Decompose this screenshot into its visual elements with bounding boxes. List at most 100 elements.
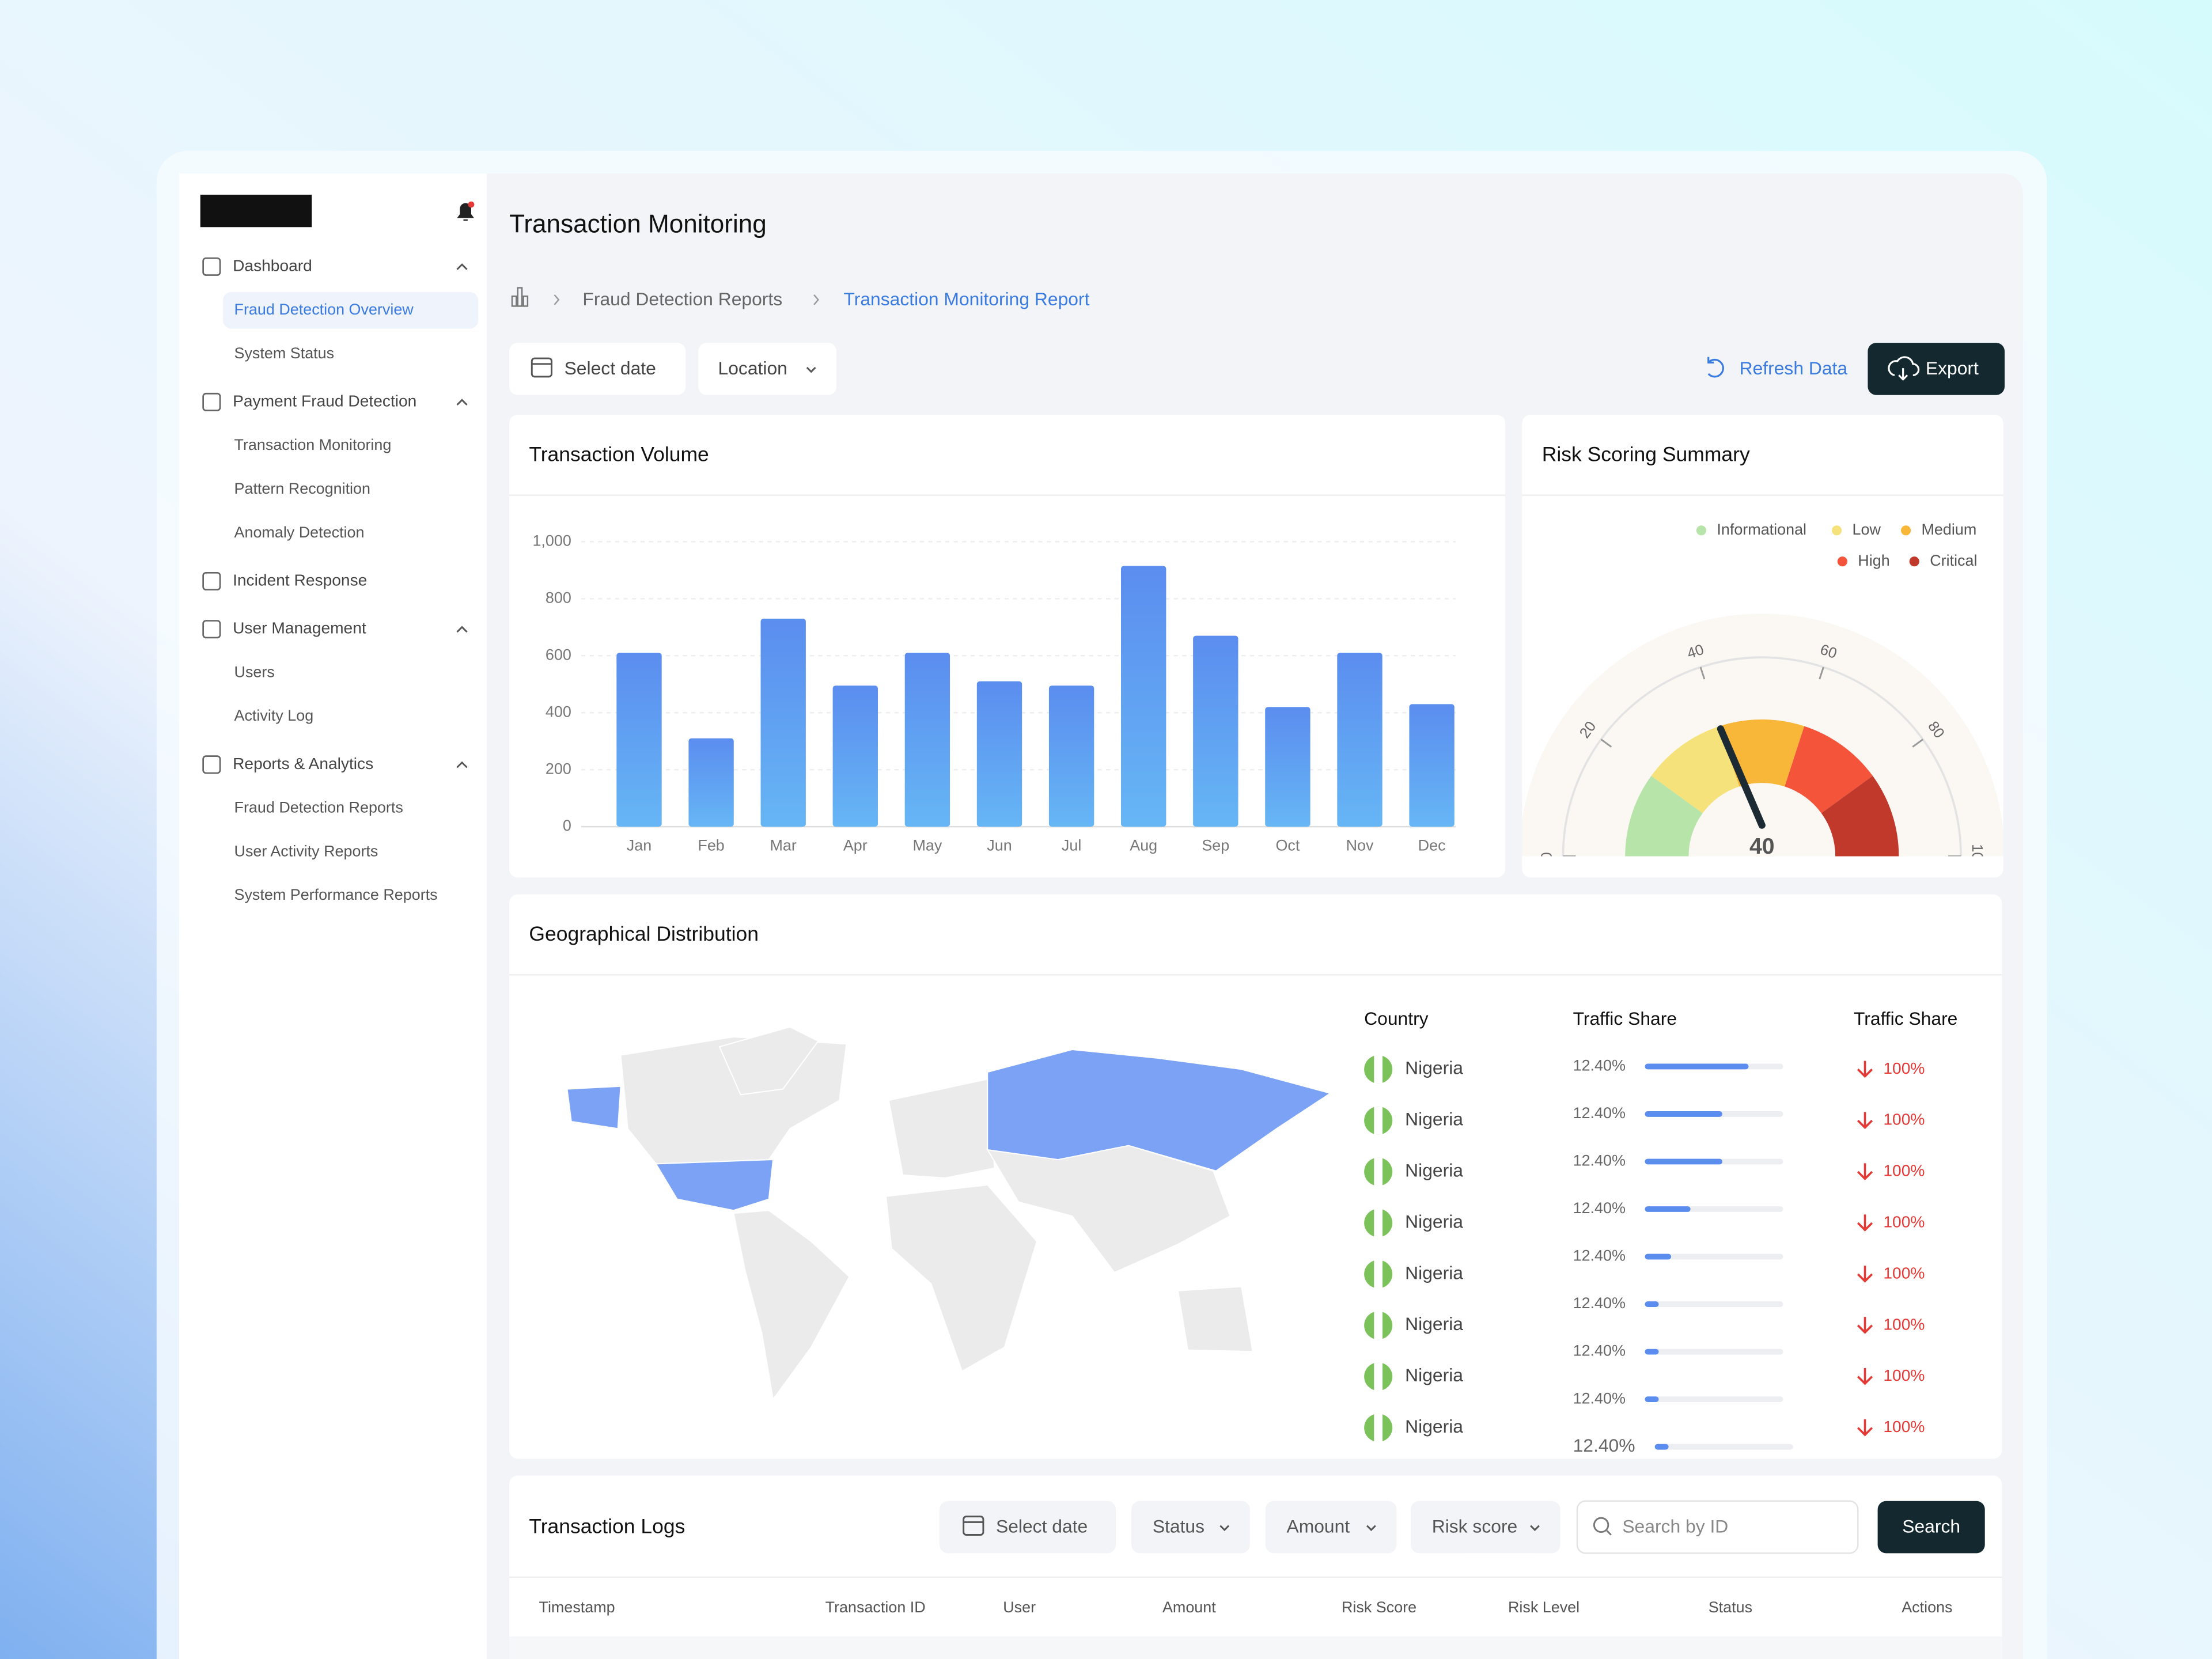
gauge-value: 40 xyxy=(1749,834,1775,859)
search-input[interactable] xyxy=(1576,1500,1859,1554)
share-label: 12.40% xyxy=(1573,1294,1626,1312)
bar xyxy=(760,618,806,827)
column-header: Traffic Share xyxy=(1573,1008,1677,1029)
x-tick-label: Sep xyxy=(1202,836,1229,854)
x-tick-label: Jun xyxy=(987,836,1012,854)
flag-stripe xyxy=(1374,1414,1382,1442)
x-tick-label: Oct xyxy=(1275,836,1300,854)
gauge-tick xyxy=(1600,738,1612,748)
flag-stripe xyxy=(1374,1055,1382,1084)
flag-stripe xyxy=(1374,1362,1382,1391)
log-filter[interactable] xyxy=(1131,1501,1250,1554)
nav-group[interactable]: Reports & Analytics xyxy=(233,755,373,772)
share-bar xyxy=(1645,1349,1659,1355)
export-button[interactable] xyxy=(1868,343,2005,395)
bar xyxy=(616,653,662,827)
nav-item[interactable]: Activity Log xyxy=(234,707,314,724)
chevron-icon xyxy=(1530,1525,1540,1531)
down-arrow xyxy=(1857,1317,1873,1334)
notification-dot xyxy=(468,201,475,208)
x-tick-label: Nov xyxy=(1346,836,1374,854)
collapse-icon xyxy=(456,626,468,633)
gauge-segment xyxy=(1625,775,1703,857)
column-header: Risk Score xyxy=(1342,1599,1416,1616)
bar xyxy=(688,738,734,827)
y-tick-label: 400 xyxy=(546,703,571,720)
filter-label: Amount xyxy=(1286,1516,1350,1537)
gauge-tick-label: 0 xyxy=(1539,852,1555,860)
gauge-scale xyxy=(1562,656,1962,857)
filter-label: Select date xyxy=(565,358,656,378)
change-label: 100% xyxy=(1883,1315,1925,1333)
change-label: 100% xyxy=(1883,1366,1925,1384)
gauge-segment xyxy=(1785,726,1873,813)
card-title: Transaction Volume xyxy=(529,442,709,465)
nav-item[interactable]: Transaction Monitoring xyxy=(234,436,392,453)
country-name: Nigeria xyxy=(1405,1211,1463,1232)
share-bar xyxy=(1645,1253,1672,1260)
country-name: Nigeria xyxy=(1405,1416,1463,1437)
date-filter[interactable] xyxy=(509,343,686,395)
nav-item[interactable]: Anomaly Detection xyxy=(234,524,365,541)
log-filter[interactable] xyxy=(940,1501,1116,1554)
nav-group[interactable]: Dashboard xyxy=(233,256,312,274)
collapse-icon xyxy=(456,263,468,270)
down-arrow xyxy=(1857,1419,1873,1437)
nav-item[interactable]: Fraud Detection Reports xyxy=(234,798,403,816)
location-filter[interactable] xyxy=(698,343,837,395)
share-label: 12.40% xyxy=(1573,1389,1626,1407)
x-tick-label: Apr xyxy=(843,836,868,854)
bar xyxy=(1337,653,1382,827)
nav-group[interactable]: Incident Response xyxy=(233,571,367,589)
country-name: Nigeria xyxy=(1405,1160,1463,1181)
share-track xyxy=(1654,1444,1793,1450)
nav-group[interactable]: User Management xyxy=(233,619,366,637)
column-header: Transaction ID xyxy=(825,1599,926,1616)
share-track xyxy=(1645,1349,1783,1355)
search-button[interactable] xyxy=(1877,1501,1985,1554)
change-label: 100% xyxy=(1883,1059,1925,1077)
flag-stripe xyxy=(1374,1106,1382,1135)
column-header: Status xyxy=(1709,1599,1752,1616)
home-icon xyxy=(517,287,523,307)
nav-item[interactable]: System Performance Reports xyxy=(234,886,438,903)
nav-item[interactable]: Fraud Detection Overview xyxy=(234,301,414,318)
refresh-button[interactable]: Refresh Data xyxy=(1740,358,1848,378)
cloud-icon xyxy=(1888,356,1920,381)
nav-item[interactable]: User Activity Reports xyxy=(234,842,378,859)
log-filter[interactable] xyxy=(1265,1501,1397,1554)
nav-item[interactable]: Users xyxy=(234,663,275,680)
gauge-needle xyxy=(1717,725,1766,829)
legend-label: Medium xyxy=(1922,521,1977,538)
x-tick-label: Aug xyxy=(1130,836,1157,854)
share-label: 12.40% xyxy=(1573,1199,1626,1217)
search-label: Search xyxy=(1902,1516,1960,1537)
share-bar xyxy=(1645,1063,1749,1070)
search-icon xyxy=(1593,1517,1609,1533)
notification-bell[interactable] xyxy=(457,203,474,221)
nav-item[interactable]: System Status xyxy=(234,344,335,362)
nav-icon xyxy=(202,571,221,591)
share-label: 12.40% xyxy=(1573,1342,1626,1359)
page-title: Transaction Monitoring xyxy=(509,210,767,238)
chevron-icon xyxy=(806,366,816,373)
nav-item[interactable]: Pattern Recognition xyxy=(234,480,370,497)
log-filter[interactable] xyxy=(1410,1501,1560,1554)
breadcrumb[interactable]: Fraud Detection Reports xyxy=(582,289,782,309)
nav-icon xyxy=(202,392,221,411)
down-arrow xyxy=(1857,1163,1873,1180)
nav-icon xyxy=(202,620,221,639)
map-region xyxy=(655,1159,774,1211)
nav-group[interactable]: Payment Fraud Detection xyxy=(233,392,416,410)
map-region xyxy=(566,1085,622,1130)
column-header: Traffic Share xyxy=(1854,1008,1957,1029)
flag-stripe xyxy=(1374,1157,1382,1186)
x-tick-label: Jan xyxy=(627,836,652,854)
gauge-segment xyxy=(1821,775,1899,857)
collapse-icon xyxy=(456,399,468,406)
gauge-tick xyxy=(1819,666,1824,680)
map-region xyxy=(885,1184,1038,1372)
bar xyxy=(1409,704,1455,827)
country-name: Nigeria xyxy=(1405,1109,1463,1130)
